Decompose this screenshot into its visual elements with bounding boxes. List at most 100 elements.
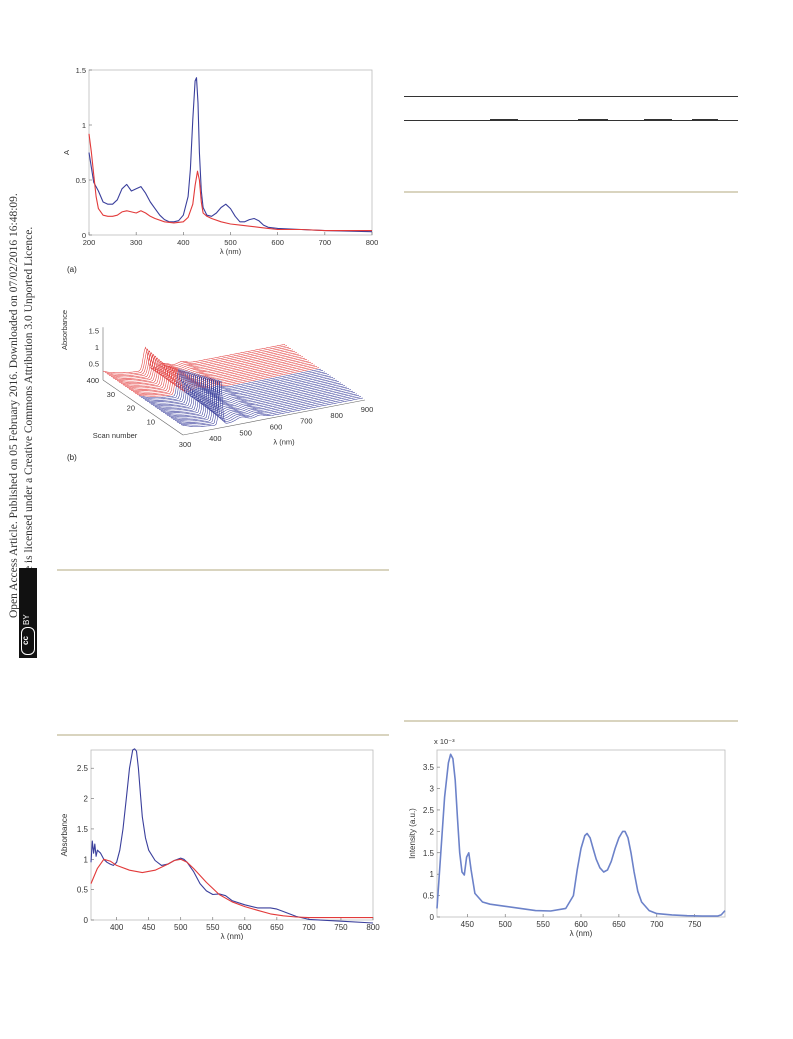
figure-absorbance-plot: 400 450 500 550 600 650 700 750 800 0 0.5 1 1.5 2 2.5 λ… <box>60 748 380 940</box>
scan-trace <box>166 376 350 418</box>
x-tick-label: 700 <box>319 238 332 247</box>
x-tick-label: 750 <box>688 920 702 929</box>
scan-tick-label: 20 <box>127 404 135 413</box>
scan-trace <box>108 348 292 378</box>
y-tick-label: 1 <box>84 855 89 864</box>
x-tick-label: 400 <box>110 923 124 932</box>
scan-trace <box>160 374 344 413</box>
y-tick-label: 2 <box>84 795 89 804</box>
scan-trace <box>140 368 324 400</box>
column-rule <box>404 191 738 193</box>
plot-frame <box>436 749 726 918</box>
scan-trace <box>122 357 306 387</box>
cc-icon: cc <box>21 627 35 655</box>
y-tick-label: 2.5 <box>77 764 89 773</box>
x-tick-label: 650 <box>612 920 626 929</box>
scan-trace <box>106 346 290 376</box>
scan-trace <box>176 379 360 424</box>
x-tick-label: 500 <box>239 428 252 437</box>
scan-trace <box>120 356 304 386</box>
scan-trace <box>168 376 352 419</box>
column-rule <box>57 734 389 736</box>
x-axis-label: λ (nm) <box>220 247 242 256</box>
x-tick-label: 800 <box>366 923 380 932</box>
y-tick-label: 0 <box>430 913 435 922</box>
table-top-rule <box>404 96 738 97</box>
table-col-rule <box>692 119 718 121</box>
x-tick-label: 650 <box>270 923 284 932</box>
x-tick-label: 500 <box>499 920 513 929</box>
x-tick-label: 600 <box>271 238 284 247</box>
plot-frame <box>90 749 374 921</box>
scan-tick-label: 10 <box>147 417 155 426</box>
x-tick-label: 400 <box>177 238 190 247</box>
x-tick-label: 900 <box>361 405 374 414</box>
scan-trace <box>124 359 308 389</box>
figure-intensity-plot: 450 500 550 600 650 700 750 0 0.5 1 1.5 2 2.5 3 3.5 λ (… <box>408 737 726 938</box>
x-tick-label: 600 <box>270 423 283 432</box>
x-tick-label: 700 <box>650 920 664 929</box>
scan-trace <box>152 371 336 408</box>
scan-trace <box>110 349 294 379</box>
y-tick-label: 0.5 <box>423 892 435 901</box>
x-tick-label: 750 <box>334 923 348 932</box>
table-col-rule <box>578 119 608 121</box>
x-tick-label: 300 <box>179 440 192 449</box>
y-tick-label: 0 <box>95 376 99 385</box>
y-tick-label: 1 <box>430 870 435 879</box>
scan-trace <box>154 372 338 409</box>
scan-trace <box>134 366 318 396</box>
y-tick-label: 2.5 <box>423 806 435 815</box>
y-tick-label: 0 <box>84 916 89 925</box>
scan-axis-label: Scan number <box>93 431 138 440</box>
figure-b: 300 400 500 600 700 800 900 10 20 30 40 0 0.5 1 1.5 λ (… <box>60 310 373 462</box>
column-rule <box>404 720 738 722</box>
scan-trace <box>102 344 286 374</box>
license-line-2: This article is licensed under a Creativ… <box>23 226 35 618</box>
scan-trace <box>142 369 326 401</box>
y-tick-label: 1.5 <box>77 825 89 834</box>
cc-by-badge[interactable]: BY cc <box>19 568 37 658</box>
x-axis-label: λ (nm) <box>221 932 244 940</box>
table-col-rule <box>644 119 672 121</box>
series-line-1 <box>88 77 373 233</box>
scan-trace <box>150 371 334 407</box>
scan-trace <box>136 367 320 397</box>
scan-trace <box>164 375 348 416</box>
y-tick-label: 3.5 <box>423 763 435 772</box>
x-tick-label: 700 <box>302 923 316 932</box>
panel-label-b: (b) <box>67 453 77 462</box>
scan-trace <box>172 378 356 422</box>
x-tick-label: 550 <box>206 923 220 932</box>
y-axis-label: Absorbance <box>60 813 69 856</box>
scan-trace <box>178 380 362 426</box>
figure-b-plot: 300 400 500 600 700 800 900 10 20 30 40 0 0.5 1 1.5 λ (… <box>60 310 373 462</box>
y-tick-label: 1.5 <box>423 849 435 858</box>
scan-trace <box>118 355 302 385</box>
lambda-axis <box>182 399 366 436</box>
x-tick-label: 300 <box>130 238 143 247</box>
x-tick-label: 600 <box>238 923 252 932</box>
x-tick-label: 200 <box>83 238 96 247</box>
by-label: BY <box>22 614 31 625</box>
column-rule <box>57 569 389 571</box>
y-tick-label: 1 <box>82 121 86 130</box>
x-tick-label: 600 <box>574 920 588 929</box>
y-tick-label: 0.5 <box>76 176 86 185</box>
scan-trace <box>146 370 330 404</box>
scan-trace <box>132 364 316 394</box>
scan-trace <box>148 370 332 405</box>
scan-trace <box>128 361 312 391</box>
scan-trace <box>130 363 314 393</box>
x-axis-label: λ (nm) <box>273 438 295 447</box>
scan-trace <box>174 378 358 423</box>
figure-a: 200 300 400 500 600 700 800 0 0.5 1 1.5 λ (nm) A (a) <box>62 66 379 274</box>
scan-tick-label: 40 <box>87 376 95 385</box>
x-tick-label: 800 <box>366 238 379 247</box>
table-col-rule <box>490 119 518 121</box>
y-axis-label: A <box>62 150 71 155</box>
x-tick-label: 450 <box>142 923 156 932</box>
series-line-2 <box>90 858 373 919</box>
y-tick-label: 0.5 <box>77 886 89 895</box>
y-tick-label: 2 <box>430 827 435 836</box>
